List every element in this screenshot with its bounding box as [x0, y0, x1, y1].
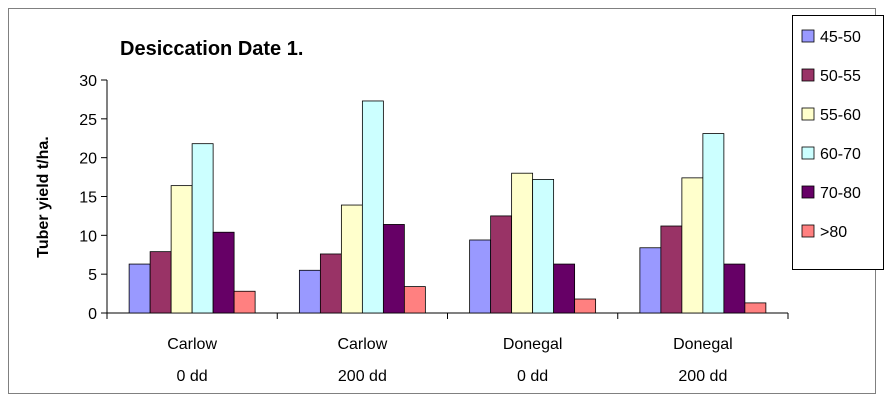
legend-swatch	[801, 224, 815, 238]
bar-45-50-0	[128, 263, 151, 314]
legend-label: 70-80	[820, 185, 861, 202]
legend-label: 50-55	[820, 68, 861, 85]
bar-50-55-2	[490, 215, 513, 314]
bar-70-80-0	[212, 231, 235, 314]
y-axis-label: Tuber yield t/ha.	[35, 136, 52, 258]
y-tick-label: 0	[88, 306, 97, 323]
legend-label: 45-50	[820, 29, 861, 46]
bar-50-55-1	[319, 253, 342, 314]
y-tick-label: 5	[88, 267, 97, 284]
category-label-line2: 0 dd	[177, 368, 208, 385]
legend-label: 55-60	[820, 107, 861, 124]
category-label-line2: 0 dd	[517, 368, 548, 385]
bar-60-70-0	[191, 143, 214, 314]
legend-swatch	[801, 68, 815, 82]
category-label-line2: 200 dd	[338, 368, 387, 385]
bar-70-80-3	[723, 263, 746, 314]
chart-border	[8, 8, 876, 394]
legend-swatch	[801, 146, 815, 160]
category-label-line1: Carlow	[337, 336, 387, 353]
bar-50-55-3	[660, 225, 683, 314]
y-tick-label: 20	[79, 151, 97, 168]
y-tick-label: 30	[79, 73, 97, 90]
bar-45-50-3	[639, 247, 662, 314]
legend-label: 60-70	[820, 146, 861, 163]
bar--80-0	[233, 290, 256, 314]
bars	[128, 100, 767, 314]
legend-swatch	[801, 29, 815, 43]
bar-70-80-1	[382, 224, 405, 314]
y-axis: 0 5 10 15 20 25 30	[79, 73, 108, 323]
bar--80-3	[744, 302, 767, 314]
bar-60-70-1	[361, 100, 384, 314]
y-tick-label: 15	[79, 190, 97, 207]
bar-55-60-1	[340, 204, 363, 314]
bar-55-60-3	[681, 177, 704, 314]
legend-swatch	[801, 185, 815, 199]
bar-55-60-2	[511, 172, 534, 314]
category-label-line1: Donegal	[503, 336, 563, 353]
bar-55-60-0	[170, 185, 193, 314]
x-axis: Carlow 0 dd Carlow 200 dd Donegal 0 dd Donegal…	[106, 312, 789, 385]
bar-50-55-0	[149, 251, 172, 314]
legend-swatch	[801, 107, 815, 121]
legend-label: >80	[820, 224, 847, 241]
bar-70-80-2	[553, 263, 576, 314]
category-label-line1: Carlow	[167, 336, 217, 353]
bar-45-50-1	[298, 269, 321, 314]
bar--80-2	[574, 298, 597, 314]
bar-45-50-2	[469, 239, 492, 314]
category-label-line2: 200 dd	[678, 368, 727, 385]
bar-60-70-2	[532, 179, 555, 314]
bar-60-70-3	[702, 133, 725, 314]
bar--80-1	[403, 286, 426, 314]
category-label-line1: Donegal	[673, 336, 733, 353]
chart-title: Desiccation Date 1.	[120, 38, 303, 60]
y-tick-label: 25	[79, 112, 97, 129]
y-tick-label: 10	[79, 228, 97, 245]
legend: 45-50 50-55 55-60 60-70 70-80 >80	[792, 15, 884, 270]
